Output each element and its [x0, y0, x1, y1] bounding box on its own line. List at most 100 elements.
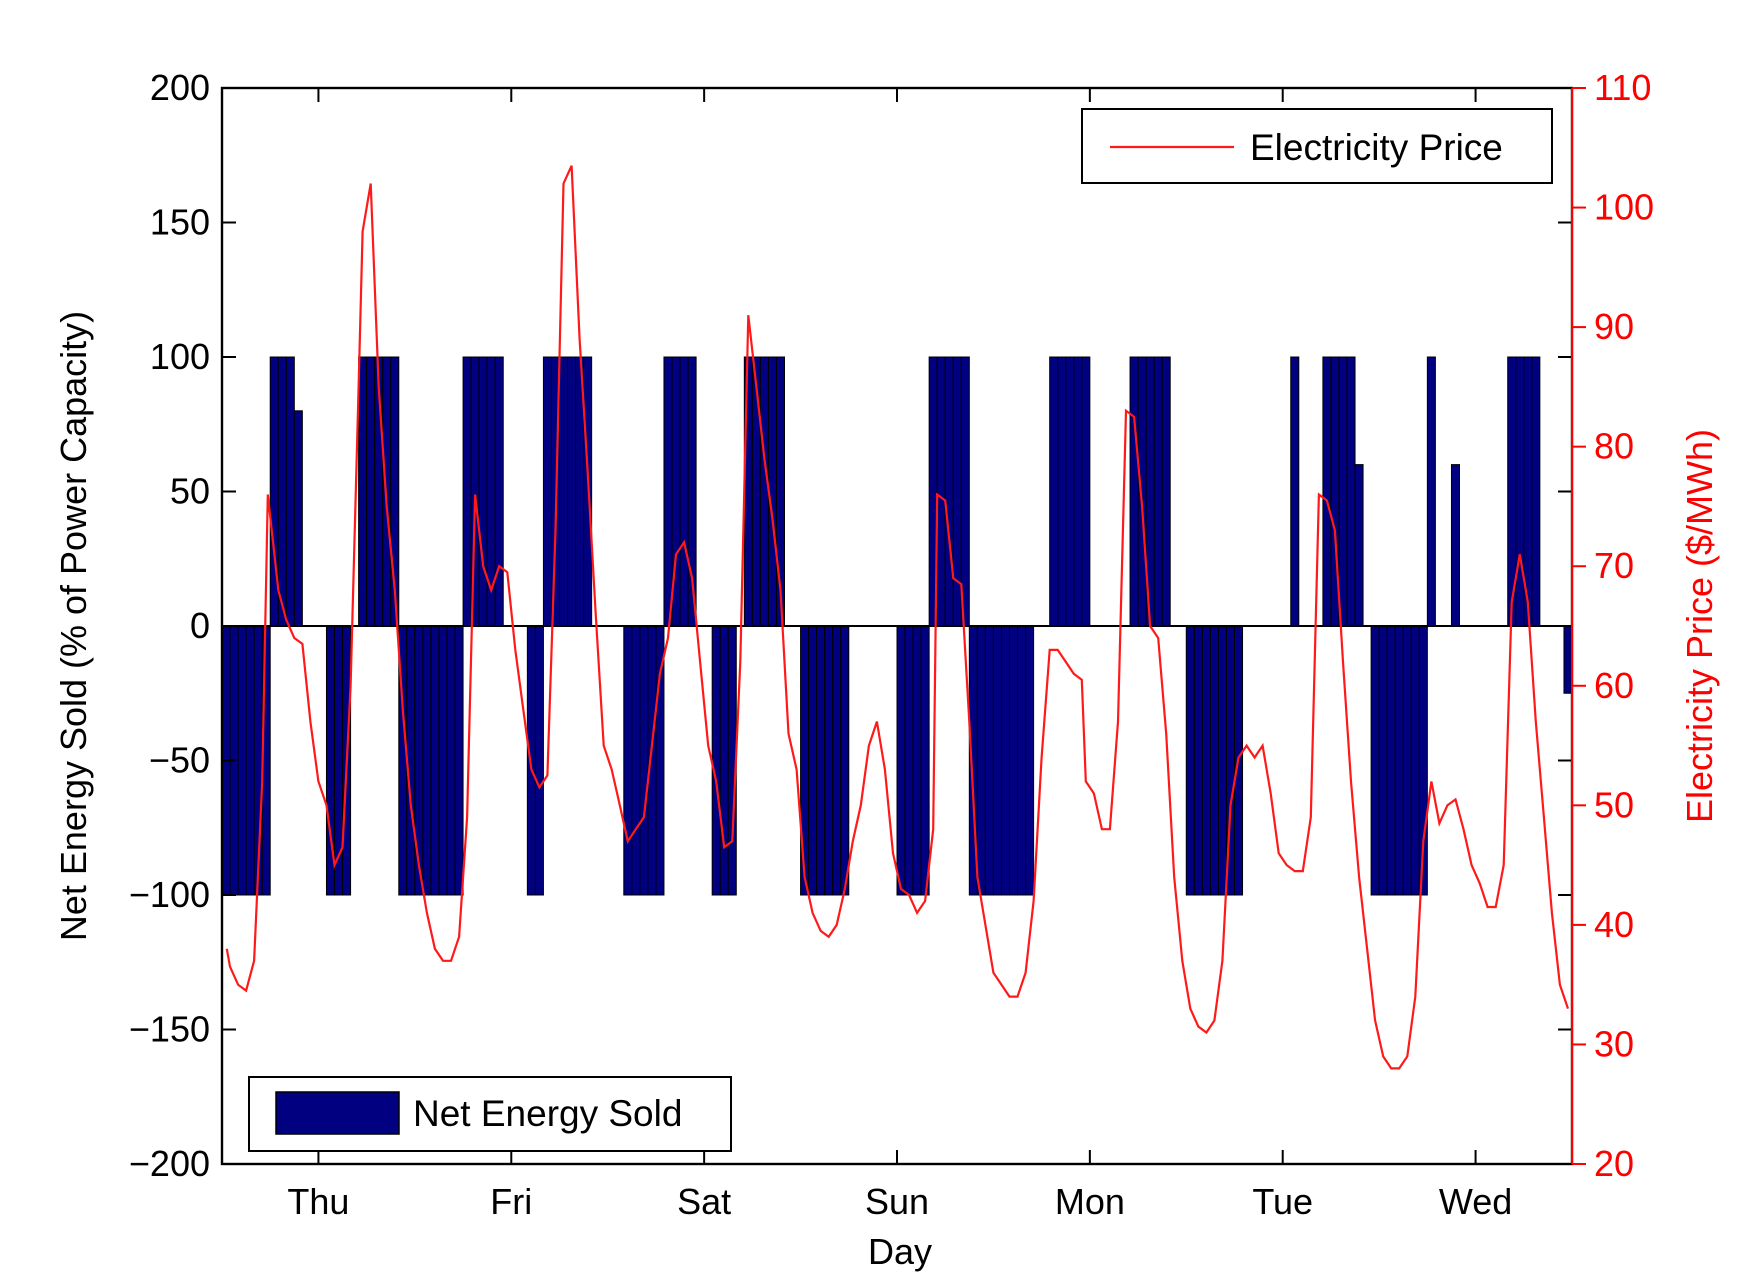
net-energy-bar: [1378, 625, 1388, 896]
net-energy-bar: [1081, 356, 1091, 627]
left-tick-label: 200: [150, 67, 210, 108]
net-energy-bar: [1017, 625, 1027, 896]
electricity-price-line: [225, 165, 1570, 1070]
net-energy-bar: [1193, 625, 1203, 896]
net-energy-bar: [647, 625, 657, 896]
net-energy-bar: [800, 625, 810, 896]
net-energy-bar: [1402, 625, 1412, 896]
net-energy-bar: [751, 356, 761, 627]
x-tick-label: Tue: [1252, 1181, 1313, 1222]
net-energy-bar: [285, 356, 295, 627]
net-energy-bar: [1322, 356, 1332, 627]
net-energy-bar: [984, 625, 994, 896]
net-energy-bar: [1515, 356, 1525, 627]
right-tick-label: 100: [1594, 187, 1654, 228]
right-tick-label: 60: [1594, 665, 1634, 706]
net-energy-bar: [1346, 356, 1356, 627]
net-energy-bar: [1410, 625, 1420, 896]
right-tick-label: 110: [1594, 67, 1651, 108]
right-tick-label: 30: [1594, 1023, 1634, 1064]
net-energy-bar: [912, 625, 922, 896]
right-tick-label: 40: [1594, 904, 1634, 945]
bars-legend: Net Energy Sold: [248, 1076, 732, 1152]
net-energy-bar: [719, 625, 729, 896]
net-energy-bar: [542, 356, 552, 627]
x-axis-title: Day: [868, 1231, 932, 1272]
right-tick-label: 80: [1594, 426, 1634, 467]
net-energy-bar: [759, 356, 769, 627]
right-tick-label: 50: [1594, 784, 1634, 825]
net-energy-bar: [245, 625, 255, 896]
bars-legend-swatch: [275, 1091, 400, 1135]
net-energy-bar: [936, 356, 946, 627]
net-energy-bar: [277, 356, 287, 627]
net-energy-bar: [422, 625, 432, 896]
left-axis-ticks: −200 −150 −100 −50 0 50 100 150 200: [129, 67, 1572, 1184]
net-energy-bar: [430, 625, 440, 896]
net-energy-bar: [679, 356, 689, 627]
net-energy-bar: [1394, 625, 1404, 896]
net-energy-bar: [944, 356, 954, 627]
net-energy-bar: [1049, 356, 1059, 627]
net-energy-bar: [1370, 625, 1380, 896]
left-tick-label: 50: [170, 471, 210, 512]
net-energy-bar: [494, 356, 504, 627]
net-energy-bar: [904, 625, 914, 896]
x-tick-label: Thu: [287, 1181, 349, 1222]
left-tick-label: 150: [150, 202, 210, 243]
net-energy-bar: [1571, 625, 1572, 896]
net-energy-bar: [1185, 625, 1195, 896]
net-energy-bar: [623, 625, 633, 896]
net-energy-bar: [1057, 356, 1067, 627]
net-energy-bar: [1563, 625, 1572, 694]
net-energy-bar: [960, 356, 970, 627]
left-tick-label: 100: [150, 336, 210, 377]
net-energy-bar: [711, 625, 721, 896]
left-tick-label: −100: [129, 874, 210, 915]
net-energy-bar: [824, 625, 834, 896]
net-energy-bar: [992, 625, 1002, 896]
net-energy-bar: [1201, 625, 1211, 896]
left-tick-label: −50: [149, 740, 210, 781]
net-energy-bar: [366, 356, 376, 627]
net-energy-bar: [808, 625, 818, 896]
net-energy-bar: [567, 356, 577, 627]
net-energy-bar: [1009, 625, 1019, 896]
net-energy-bar: [840, 625, 850, 896]
net-energy-bar: [462, 356, 472, 627]
net-energy-bar: [1290, 356, 1300, 627]
net-energy-bar: [639, 625, 649, 896]
net-energy-bar: [358, 356, 368, 627]
left-tick-label: 0: [190, 605, 210, 646]
net-energy-bar: [1338, 356, 1348, 627]
net-energy-bar: [1129, 356, 1139, 627]
x-tick-label: Sun: [865, 1181, 929, 1222]
net-energy-bar: [1386, 625, 1396, 896]
net-energy-bar: [1531, 356, 1541, 627]
net-energy-bar: [534, 625, 544, 896]
net-energy-bar: [952, 356, 962, 627]
x-tick-label: Sat: [677, 1181, 731, 1222]
net-energy-bar: [976, 625, 986, 896]
net-energy-bar: [414, 625, 424, 896]
net-energy-bar: [293, 410, 303, 627]
x-axis-ticks: Thu Fri Sat Sun Mon Tue Wed: [287, 88, 1512, 1222]
x-tick-label: Fri: [490, 1181, 532, 1222]
net-energy-bar: [920, 625, 930, 896]
right-tick-label: 20: [1594, 1143, 1634, 1184]
net-energy-bar: [631, 625, 641, 896]
net-energy-bar: [1161, 356, 1171, 627]
net-energy-bar: [663, 356, 673, 627]
left-axis-title: Net Energy Sold (% of Power Capacity): [53, 311, 94, 941]
net-energy-bar: [446, 625, 456, 896]
right-tick-label: 90: [1594, 306, 1634, 347]
net-energy-bar: [438, 625, 448, 896]
left-tick-label: −150: [129, 1009, 210, 1050]
x-tick-label: Wed: [1439, 1181, 1512, 1222]
net-energy-bar: [583, 356, 593, 627]
net-energy-bar: [486, 356, 496, 627]
bars-legend-label: Net Energy Sold: [413, 1093, 682, 1134]
net-energy-bar: [1025, 625, 1035, 896]
net-energy-bar: [655, 625, 665, 896]
net-energy-bar: [832, 625, 842, 896]
